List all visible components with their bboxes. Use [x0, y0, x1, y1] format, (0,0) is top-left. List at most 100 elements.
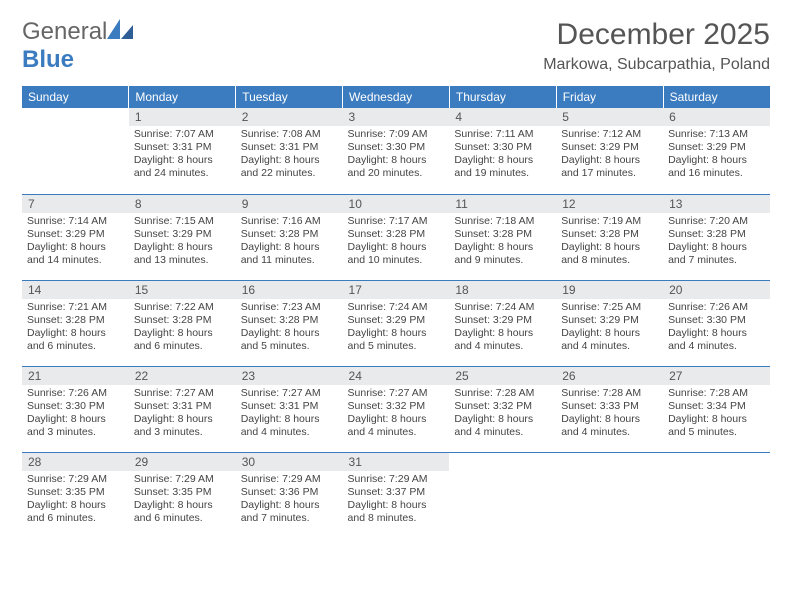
sunset-text: Sunset: 3:31 PM: [134, 141, 231, 154]
daylight-text: and 11 minutes.: [241, 254, 338, 267]
sunrise-text: Sunrise: 7:14 AM: [27, 215, 124, 228]
daylight-text: Daylight: 8 hours: [668, 413, 765, 426]
daylight-text: and 3 minutes.: [27, 426, 124, 439]
day-details: Sunrise: 7:12 AMSunset: 3:29 PMDaylight:…: [556, 126, 663, 185]
brand-sail-icon: [107, 19, 133, 39]
calendar-day-cell: 14Sunrise: 7:21 AMSunset: 3:28 PMDayligh…: [22, 280, 129, 366]
day-number: 28: [22, 453, 129, 471]
day-details: Sunrise: 7:25 AMSunset: 3:29 PMDaylight:…: [556, 299, 663, 358]
day-details: Sunrise: 7:17 AMSunset: 3:28 PMDaylight:…: [343, 213, 450, 272]
sunset-text: Sunset: 3:29 PM: [134, 228, 231, 241]
daylight-text: Daylight: 8 hours: [348, 499, 445, 512]
day-number: 22: [129, 367, 236, 385]
day-number: 12: [556, 195, 663, 213]
daylight-text: and 4 minutes.: [348, 426, 445, 439]
day-number: 4: [449, 108, 556, 126]
brand-text: General Blue: [22, 18, 133, 74]
day-details: Sunrise: 7:20 AMSunset: 3:28 PMDaylight:…: [663, 213, 770, 272]
sunrise-text: Sunrise: 7:07 AM: [134, 128, 231, 141]
day-details: Sunrise: 7:28 AMSunset: 3:33 PMDaylight:…: [556, 385, 663, 444]
daylight-text: and 22 minutes.: [241, 167, 338, 180]
daylight-text: Daylight: 8 hours: [348, 241, 445, 254]
sunrise-text: Sunrise: 7:27 AM: [348, 387, 445, 400]
sunrise-text: Sunrise: 7:27 AM: [241, 387, 338, 400]
calendar-day-cell: 20Sunrise: 7:26 AMSunset: 3:30 PMDayligh…: [663, 280, 770, 366]
daylight-text: and 4 minutes.: [561, 426, 658, 439]
sunset-text: Sunset: 3:35 PM: [134, 486, 231, 499]
sunset-text: Sunset: 3:30 PM: [27, 400, 124, 413]
sunset-text: Sunset: 3:28 PM: [134, 314, 231, 327]
calendar-day-cell: 12Sunrise: 7:19 AMSunset: 3:28 PMDayligh…: [556, 194, 663, 280]
day-header: Thursday: [449, 86, 556, 108]
day-number: 1: [129, 108, 236, 126]
day-number: 9: [236, 195, 343, 213]
day-details: Sunrise: 7:29 AMSunset: 3:35 PMDaylight:…: [129, 471, 236, 530]
day-details: Sunrise: 7:24 AMSunset: 3:29 PMDaylight:…: [343, 299, 450, 358]
sunset-text: Sunset: 3:29 PM: [561, 314, 658, 327]
daylight-text: Daylight: 8 hours: [454, 413, 551, 426]
sunrise-text: Sunrise: 7:18 AM: [454, 215, 551, 228]
daylight-text: and 7 minutes.: [241, 512, 338, 525]
day-number: 31: [343, 453, 450, 471]
sunset-text: Sunset: 3:29 PM: [348, 314, 445, 327]
daylight-text: and 3 minutes.: [134, 426, 231, 439]
sunrise-text: Sunrise: 7:29 AM: [134, 473, 231, 486]
sunrise-text: Sunrise: 7:29 AM: [27, 473, 124, 486]
sunset-text: Sunset: 3:28 PM: [454, 228, 551, 241]
brand-logo: General Blue: [22, 18, 133, 74]
month-title: December 2025: [543, 18, 770, 52]
sunrise-text: Sunrise: 7:16 AM: [241, 215, 338, 228]
calendar-day-cell: 6Sunrise: 7:13 AMSunset: 3:29 PMDaylight…: [663, 108, 770, 194]
calendar-day-cell: 31Sunrise: 7:29 AMSunset: 3:37 PMDayligh…: [343, 452, 450, 538]
sunset-text: Sunset: 3:29 PM: [454, 314, 551, 327]
daylight-text: and 24 minutes.: [134, 167, 231, 180]
day-number: 25: [449, 367, 556, 385]
day-details: Sunrise: 7:28 AMSunset: 3:32 PMDaylight:…: [449, 385, 556, 444]
calendar-day-cell: 26Sunrise: 7:28 AMSunset: 3:33 PMDayligh…: [556, 366, 663, 452]
calendar-day-cell: 23Sunrise: 7:27 AMSunset: 3:31 PMDayligh…: [236, 366, 343, 452]
daylight-text: and 6 minutes.: [134, 512, 231, 525]
calendar-day-cell: 24Sunrise: 7:27 AMSunset: 3:32 PMDayligh…: [343, 366, 450, 452]
calendar-day-cell: 17Sunrise: 7:24 AMSunset: 3:29 PMDayligh…: [343, 280, 450, 366]
daylight-text: and 8 minutes.: [348, 512, 445, 525]
daylight-text: Daylight: 8 hours: [134, 154, 231, 167]
day-details: Sunrise: 7:08 AMSunset: 3:31 PMDaylight:…: [236, 126, 343, 185]
sunset-text: Sunset: 3:31 PM: [241, 400, 338, 413]
sunset-text: Sunset: 3:28 PM: [668, 228, 765, 241]
sunrise-text: Sunrise: 7:09 AM: [348, 128, 445, 141]
calendar-week-row: 21Sunrise: 7:26 AMSunset: 3:30 PMDayligh…: [22, 366, 770, 452]
day-number: 19: [556, 281, 663, 299]
daylight-text: and 6 minutes.: [134, 340, 231, 353]
calendar-day-cell: 11Sunrise: 7:18 AMSunset: 3:28 PMDayligh…: [449, 194, 556, 280]
calendar-day-cell: 13Sunrise: 7:20 AMSunset: 3:28 PMDayligh…: [663, 194, 770, 280]
day-number: 30: [236, 453, 343, 471]
sunrise-text: Sunrise: 7:29 AM: [241, 473, 338, 486]
sunrise-text: Sunrise: 7:24 AM: [454, 301, 551, 314]
calendar-day-cell: 10Sunrise: 7:17 AMSunset: 3:28 PMDayligh…: [343, 194, 450, 280]
sunrise-text: Sunrise: 7:20 AM: [668, 215, 765, 228]
page-header: General Blue December 2025 Markowa, Subc…: [22, 18, 770, 74]
sunrise-text: Sunrise: 7:29 AM: [348, 473, 445, 486]
calendar-day-cell: 28Sunrise: 7:29 AMSunset: 3:35 PMDayligh…: [22, 452, 129, 538]
calendar-day-cell: 5Sunrise: 7:12 AMSunset: 3:29 PMDaylight…: [556, 108, 663, 194]
day-number: 16: [236, 281, 343, 299]
day-number: 24: [343, 367, 450, 385]
sunrise-text: Sunrise: 7:17 AM: [348, 215, 445, 228]
day-details: Sunrise: 7:11 AMSunset: 3:30 PMDaylight:…: [449, 126, 556, 185]
calendar-day-cell: 15Sunrise: 7:22 AMSunset: 3:28 PMDayligh…: [129, 280, 236, 366]
sunrise-text: Sunrise: 7:23 AM: [241, 301, 338, 314]
daylight-text: and 5 minutes.: [241, 340, 338, 353]
daylight-text: and 8 minutes.: [561, 254, 658, 267]
daylight-text: Daylight: 8 hours: [27, 241, 124, 254]
calendar-day-cell: 8Sunrise: 7:15 AMSunset: 3:29 PMDaylight…: [129, 194, 236, 280]
daylight-text: Daylight: 8 hours: [454, 154, 551, 167]
calendar-day-cell: 22Sunrise: 7:27 AMSunset: 3:31 PMDayligh…: [129, 366, 236, 452]
daylight-text: Daylight: 8 hours: [27, 413, 124, 426]
sunset-text: Sunset: 3:35 PM: [27, 486, 124, 499]
day-number: 21: [22, 367, 129, 385]
day-details: Sunrise: 7:26 AMSunset: 3:30 PMDaylight:…: [22, 385, 129, 444]
calendar-week-row: 14Sunrise: 7:21 AMSunset: 3:28 PMDayligh…: [22, 280, 770, 366]
day-number: 13: [663, 195, 770, 213]
day-details: Sunrise: 7:27 AMSunset: 3:31 PMDaylight:…: [129, 385, 236, 444]
sunrise-text: Sunrise: 7:26 AM: [668, 301, 765, 314]
